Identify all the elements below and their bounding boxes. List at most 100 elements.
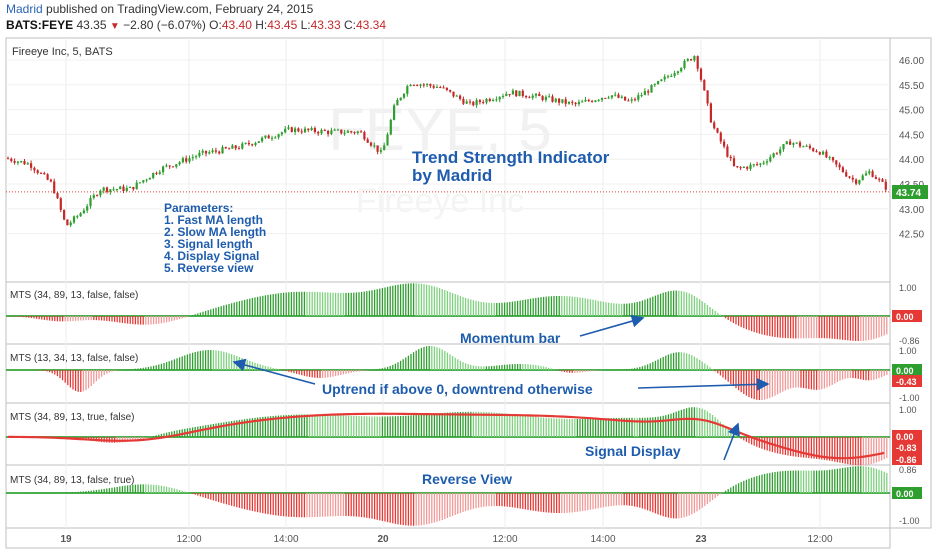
candle-body xyxy=(343,132,346,134)
candle-body xyxy=(168,165,171,167)
main-legend[interactable]: Fireeye Inc, 5, BATS xyxy=(12,46,113,58)
candle-body xyxy=(587,99,590,101)
candle-body xyxy=(822,151,825,155)
candle-body xyxy=(96,195,99,197)
candle-body xyxy=(389,119,392,135)
candle-body xyxy=(264,135,267,138)
candle-body xyxy=(528,97,531,99)
candle-body xyxy=(396,99,399,106)
candle-body xyxy=(303,128,307,133)
candle-body xyxy=(653,84,656,86)
candle-body xyxy=(878,178,881,180)
candle-body xyxy=(686,59,689,61)
pane-tick: 1.00 xyxy=(899,405,917,415)
candle-body xyxy=(462,98,465,104)
candle-body xyxy=(56,193,59,199)
candle-body xyxy=(330,130,333,134)
current-price: 43.35 xyxy=(76,18,107,32)
candle-body xyxy=(518,90,521,97)
title-line-2: by Madrid xyxy=(412,166,492,185)
pane2-legend[interactable]: MTS (13, 34, 13, false, false) xyxy=(10,353,138,364)
candle-body xyxy=(630,99,633,101)
candle-body xyxy=(769,157,772,162)
candle-body xyxy=(270,137,274,139)
pane3-legend[interactable]: MTS (34, 89, 13, true, false) xyxy=(10,412,135,423)
author-link[interactable]: Madrid xyxy=(6,2,43,16)
candle-body xyxy=(280,132,283,135)
labels: Fireeye Inc, 5, BATS Trend Strength Indi… xyxy=(10,46,681,487)
candle-body xyxy=(808,145,811,149)
candle-body xyxy=(406,86,409,94)
candle-body xyxy=(72,216,76,223)
candle-body xyxy=(607,97,610,99)
candle-body xyxy=(313,128,316,132)
candle-body xyxy=(409,84,412,87)
candle-body xyxy=(53,181,56,194)
candle-body xyxy=(89,197,92,207)
candle-body xyxy=(350,131,353,133)
pane-tick: -1.00 xyxy=(899,393,920,403)
time-tick: 12:00 xyxy=(807,534,832,545)
candle-body xyxy=(676,71,679,74)
candle-body xyxy=(76,216,79,218)
candle-body xyxy=(254,142,257,146)
candle-body xyxy=(465,101,468,104)
time-tick: 23 xyxy=(695,534,707,545)
candle-body xyxy=(284,128,287,133)
candle-body xyxy=(620,96,623,98)
candle-body xyxy=(577,102,580,105)
candle-body xyxy=(505,94,508,96)
candle-body xyxy=(379,150,382,152)
candle-body xyxy=(805,145,808,147)
candle-body xyxy=(336,129,340,131)
open-value: 43.40 xyxy=(221,18,252,32)
candle-body xyxy=(435,87,439,89)
candle-body xyxy=(439,87,442,89)
candle-body xyxy=(825,151,828,158)
candle-body xyxy=(231,145,234,149)
candle-body xyxy=(594,100,597,102)
candle-body xyxy=(881,179,884,182)
candle-body xyxy=(422,84,425,86)
candle-body xyxy=(468,101,472,103)
candle-body xyxy=(181,158,184,163)
param-3: 3. Signal length xyxy=(164,237,253,251)
candle-body xyxy=(208,152,211,154)
candle-body xyxy=(66,219,69,226)
value-tag xyxy=(892,364,922,376)
symbol-label: BATS:FEYE xyxy=(6,18,74,32)
candle-body xyxy=(848,176,851,178)
annotation-signal: Signal Display xyxy=(585,443,681,459)
candle-body xyxy=(564,99,567,104)
candle-body xyxy=(660,79,663,82)
annotation-trend: Uptrend if above 0, downtrend otherwise xyxy=(322,381,593,397)
time-axis-frame xyxy=(5,527,891,549)
title-line-1: Trend Strength Indicator xyxy=(412,148,610,167)
candle-body xyxy=(175,164,178,167)
arrow-trend-right xyxy=(637,377,770,391)
candle-body xyxy=(234,145,237,149)
candle-body xyxy=(442,87,445,89)
candle-body xyxy=(36,170,39,173)
value-tag-text: 0.00 xyxy=(896,312,914,322)
candle-body xyxy=(624,96,627,101)
candle-body xyxy=(310,128,313,131)
close-label: C: xyxy=(343,18,356,32)
candle-body xyxy=(39,172,43,174)
pane1-legend[interactable]: MTS (34, 89, 13, false, false) xyxy=(10,290,138,301)
candle-body xyxy=(868,171,871,174)
watermark: FEYE, 5 Fireeye Inc xyxy=(328,96,551,220)
candle-body xyxy=(92,195,95,198)
candle-body xyxy=(633,99,637,101)
candle-body xyxy=(138,182,142,184)
candle-body xyxy=(511,90,514,95)
pane-tick: 0.86 xyxy=(899,465,917,475)
annotation-reverse: Reverse View xyxy=(422,471,512,487)
candle-body xyxy=(703,79,706,91)
candle-body xyxy=(369,142,373,146)
candle-body xyxy=(610,95,613,98)
pane4-legend[interactable]: MTS (34, 89, 13, false, true) xyxy=(10,475,135,486)
candle-body xyxy=(333,129,336,131)
open-label: O: xyxy=(209,18,222,32)
